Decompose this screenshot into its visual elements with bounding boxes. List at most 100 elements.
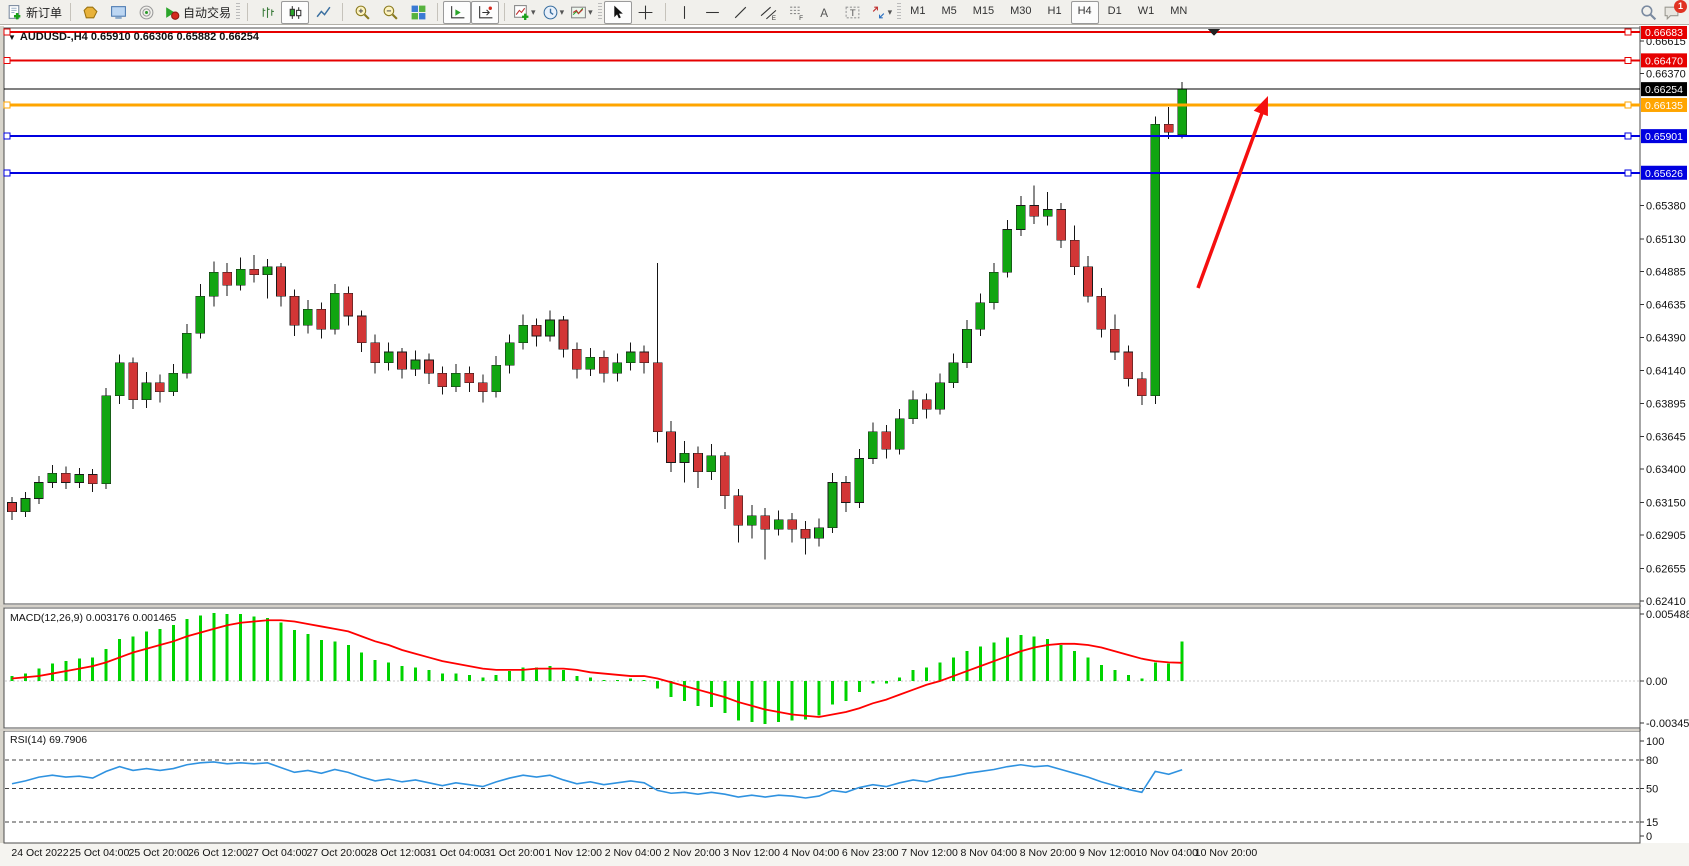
candle-bullish (34, 482, 44, 499)
candlestick-chart-icon (289, 5, 301, 19)
panel-splitter[interactable] (0, 729, 1689, 731)
candle-bullish (491, 364, 502, 393)
candle-bullish (679, 452, 690, 463)
candle-bullish (208, 271, 219, 297)
horizontal-line-tool[interactable] (699, 1, 727, 24)
chart-shift-marker[interactable] (1208, 29, 1220, 36)
line-handle[interactable] (1624, 101, 1632, 109)
rsi-indicator-label: RSI(14) 69.7906 (10, 734, 88, 746)
line-handle[interactable] (1624, 132, 1632, 140)
candlestick-chart-button[interactable] (281, 0, 310, 24)
candle-bearish (1069, 239, 1080, 268)
price-line-badge-bg (1641, 53, 1687, 68)
indicators-button[interactable]: ▾ (510, 1, 539, 24)
tile-windows-button[interactable] (404, 1, 432, 24)
candle-bullish (518, 325, 528, 343)
equidistant-channel-tool[interactable]: E (755, 1, 783, 24)
time-axis-label: 1 Nov 12:00 (545, 847, 602, 859)
candle-bearish (356, 315, 367, 343)
candle-bullish (329, 293, 340, 330)
candle-bearish (397, 351, 407, 370)
timeframe-button-m1[interactable]: M1 (910, 4, 926, 17)
arrows-tool[interactable]: ▾ (867, 1, 896, 24)
candle-bearish (370, 342, 380, 363)
data-window-button[interactable] (104, 1, 132, 24)
chart-shift-icon (478, 5, 492, 18)
candle-bullish (773, 519, 784, 530)
fibonacci-icon: F (790, 6, 803, 21)
line-handle[interactable] (1624, 56, 1632, 64)
dropdown-arrow-icon: ▾ (559, 6, 565, 17)
market-watch-button[interactable] (132, 1, 160, 24)
chart-shift-button[interactable] (471, 0, 500, 24)
price-tick-label: 0.65380 (1646, 201, 1686, 213)
zoom-in-icon (355, 5, 370, 20)
timeframe-button-d1[interactable]: D1 (1107, 4, 1122, 17)
line-handle[interactable] (3, 101, 11, 109)
price-tick-label: 0.64885 (1646, 266, 1686, 278)
new-order-button[interactable]: 新订单 (3, 1, 65, 24)
zoom-in-button[interactable] (348, 1, 376, 24)
templates-button[interactable]: ▾ (567, 1, 596, 24)
time-axis-label: 26 Oct 12:00 (188, 847, 248, 859)
toolbar-separator (664, 3, 666, 21)
chat-button[interactable]: 1 (1663, 0, 1687, 21)
line-handle[interactable] (3, 132, 11, 140)
vertical-line-tool[interactable] (671, 1, 699, 24)
toolbar-grip[interactable] (236, 3, 241, 21)
toolbar-grip[interactable] (597, 3, 602, 21)
timeframe-button-mn[interactable]: MN (1170, 4, 1188, 17)
candle-bullish (545, 319, 555, 337)
search-icon[interactable] (1640, 4, 1657, 21)
candle-bullish (746, 515, 757, 526)
candle-bearish (639, 351, 649, 363)
auto-trading-button[interactable]: 自动交易 (160, 1, 234, 24)
candle-bullish (303, 309, 313, 326)
candle-bearish (60, 472, 71, 483)
auto-scroll-button[interactable] (443, 0, 472, 24)
toolbar-grip[interactable] (897, 3, 902, 21)
time-axis-label: 10 Nov 04:00 (1135, 847, 1198, 859)
candle-bearish (289, 295, 300, 326)
line-handle[interactable] (3, 28, 11, 36)
candle-bullish (706, 455, 717, 473)
timeframe-button-m30[interactable]: M30 (1010, 4, 1032, 17)
profiles-button[interactable] (76, 1, 104, 24)
price-tick-label: 0.62905 (1646, 530, 1686, 542)
cursor-button[interactable] (603, 0, 632, 24)
panel-splitter[interactable] (0, 605, 1689, 607)
timeframe-button-w1[interactable]: W1 (1137, 4, 1155, 17)
time-axis-label: 9 Nov 12:00 (1079, 847, 1136, 859)
fibonacci-tool[interactable]: F (783, 1, 811, 24)
svg-text:E: E (772, 14, 776, 20)
text-tool[interactable]: A (811, 1, 839, 24)
trendline-tool[interactable] (727, 1, 755, 24)
trend-arrow-annotation[interactable] (1196, 112, 1264, 289)
timeframe-button-m5[interactable]: M5 (941, 4, 957, 17)
periods-button[interactable]: ▾ (539, 1, 568, 24)
candle-bullish (20, 498, 31, 513)
candle-bullish (935, 382, 945, 410)
macd-indicator-label: MACD(12,26,9) 0.003176 0.001465 (10, 612, 177, 624)
crosshair-button[interactable] (632, 1, 660, 24)
zoom-out-button[interactable] (376, 1, 404, 24)
text-label-tool[interactable]: T (839, 1, 867, 24)
line-handle[interactable] (1624, 28, 1632, 36)
time-axis-label: 28 Oct 12:00 (366, 847, 426, 859)
line-chart-button[interactable] (309, 1, 337, 24)
candle-bearish (1137, 378, 1147, 397)
timeframe-button-h1[interactable]: H1 (1047, 4, 1062, 17)
time-axis-strip (0, 843, 1689, 866)
collapse-arrow-icon[interactable]: ▼ (8, 33, 16, 42)
line-handle[interactable] (1624, 169, 1632, 177)
candle-bullish (141, 382, 152, 401)
timeframe-button-h4[interactable]: H4 (1070, 0, 1099, 24)
candle-bearish (598, 357, 609, 374)
line-handle[interactable] (3, 56, 11, 64)
price-tick-label: 0.62410 (1646, 596, 1686, 608)
bar-chart-button[interactable] (253, 1, 281, 24)
time-axis-label: 2 Nov 20:00 (664, 847, 721, 859)
timeframe-button-m15[interactable]: M15 (972, 4, 995, 17)
price-axis-strip (1641, 26, 1689, 843)
line-handle[interactable] (3, 169, 11, 177)
